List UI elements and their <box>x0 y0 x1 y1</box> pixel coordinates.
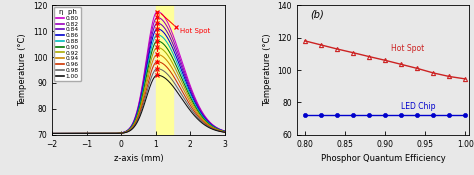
X-axis label: z-axis (mm): z-axis (mm) <box>113 154 163 163</box>
Text: Hot Spot: Hot Spot <box>391 44 424 52</box>
Y-axis label: Temperature (°C): Temperature (°C) <box>18 34 27 106</box>
Y-axis label: Temperature (°C): Temperature (°C) <box>263 34 272 106</box>
Text: (a): (a) <box>61 9 74 19</box>
Bar <box>155 5 173 135</box>
X-axis label: Phosphor Quantum Efficiency: Phosphor Quantum Efficiency <box>321 154 446 163</box>
Text: LED Chip: LED Chip <box>401 102 436 111</box>
Text: (b): (b) <box>310 9 324 19</box>
Legend: 0.80, 0.82, 0.84, 0.86, 0.88, 0.90, 0.92, 0.94, 0.96, 0.98, 1.00: 0.80, 0.82, 0.84, 0.86, 0.88, 0.90, 0.92… <box>54 7 81 81</box>
Text: Hot Spot: Hot Spot <box>181 28 210 34</box>
